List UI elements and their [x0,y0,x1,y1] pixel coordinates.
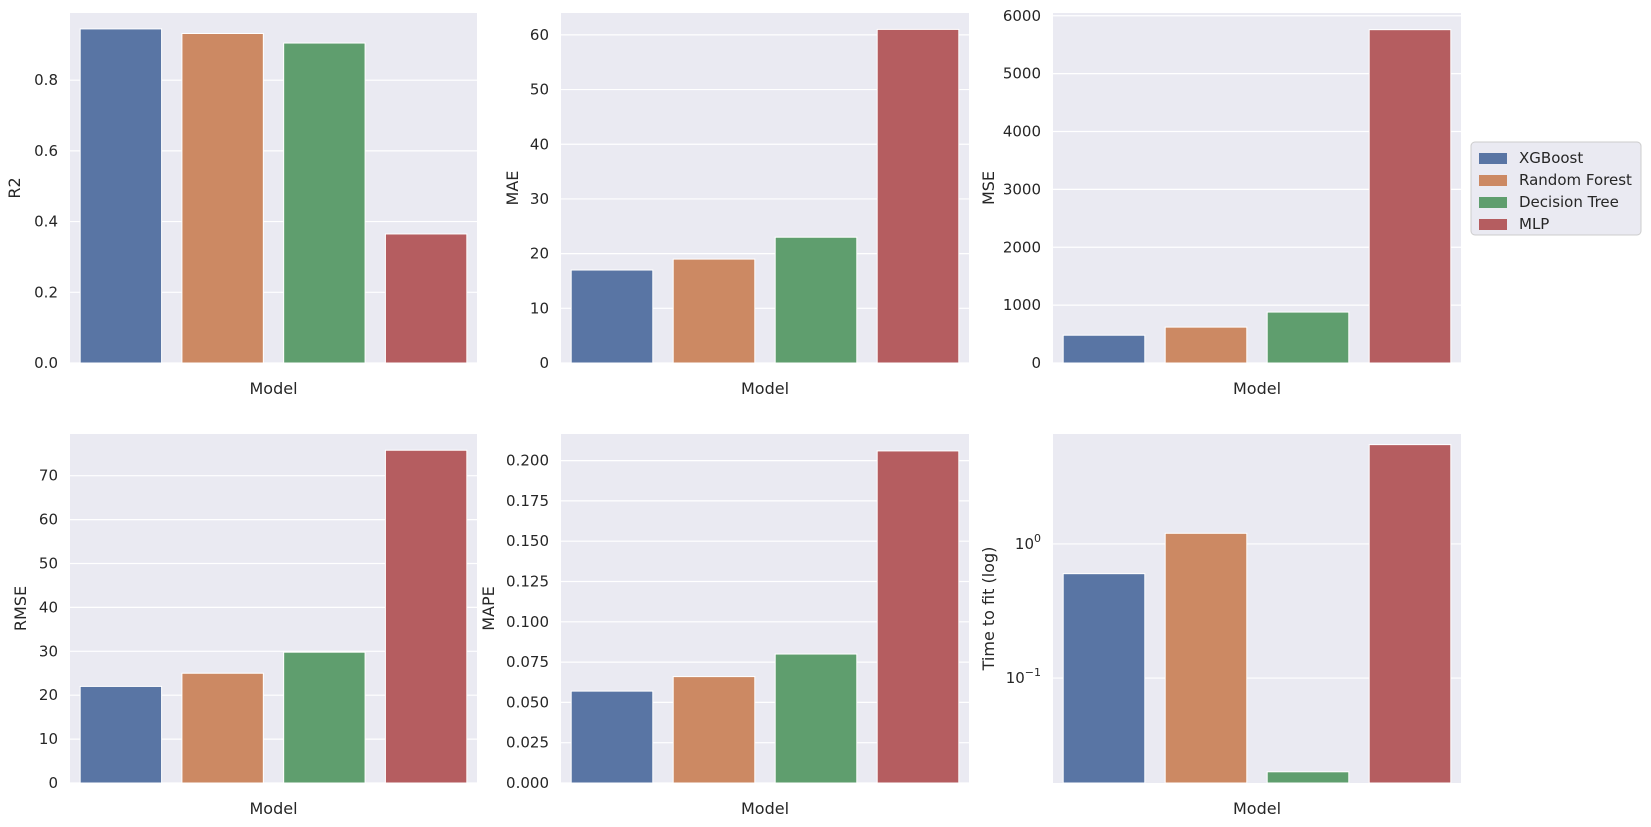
bar-random-forest [1164,532,1248,784]
bar-mlp [876,28,960,364]
y-tick-label: 20 [530,245,549,263]
y-tick-label: 3000 [1003,180,1041,198]
bar-xgboost [79,28,163,364]
bar-decision-tree [774,236,858,364]
y-tick-label: 6000 [1003,7,1041,25]
y-tick-label: 5000 [1003,65,1041,83]
y-tick-label: 0.175 [506,492,549,510]
chart-panel-5: 0.000 0.025 0.050 0.075 0.100 0.125 0.150 0.175… [479,434,969,818]
bar-decision-tree [1266,311,1350,364]
bar-mlp [384,449,468,784]
bar-decision-tree [774,653,858,784]
y-tick-label: 50 [39,555,58,573]
bar-random-forest [181,33,264,364]
chart-panel-1: 0.0 0.2 0.4 0.6 0.8 Model R2 [5,13,477,398]
y-tick-label: 0.200 [506,452,549,470]
y-tick-label: 0.150 [506,532,549,550]
y-tick-label: 0.4 [34,213,58,231]
y-tick-label: 4000 [1003,123,1041,141]
y-tick-label: 0.125 [506,572,549,590]
bar-random-forest [672,258,756,364]
y-tick-label: 0.100 [506,613,549,631]
bar-xgboost [79,685,163,784]
chart-panel-6: 10−1 100 Model Time to fit (log) [979,434,1461,818]
bar-xgboost [570,269,654,364]
chart-panel-4: 0 10 20 30 40 50 60 70 Model RMSE [11,434,477,818]
legend-swatch-xgboost [1479,153,1507,164]
y-tick-label: 0 [539,354,549,372]
y-tick-label: 10−1 [1006,666,1041,687]
bar-xgboost [1062,334,1146,364]
legend-swatch-decision-tree [1479,197,1507,208]
y-axis-label: RMSE [11,586,30,631]
y-tick-label: 0.075 [506,653,549,671]
bar-random-forest [672,676,756,784]
y-axis-label: MAPE [479,586,498,631]
y-tick-label: 0.025 [506,734,549,752]
bar-decision-tree [283,42,366,364]
y-tick-label: 60 [530,26,549,44]
bar-decision-tree [1266,771,1350,784]
y-axis-label: R2 [5,177,24,198]
y-tick-label: 0.050 [506,693,549,711]
y-tick-label: 0.8 [34,71,58,89]
y-axis-label: Time to fit (log) [979,547,998,672]
y-tick-label: 60 [39,511,58,529]
legend: XGBoost Random Forest Decision Tree MLP [1470,141,1642,236]
legend-box [1470,141,1642,236]
x-axis-label: Model [741,799,789,818]
y-axis-label: MSE [979,171,998,205]
y-tick-label: 50 [530,81,549,99]
bar-xgboost [570,690,654,784]
legend-swatch-random-forest [1479,175,1507,186]
y-tick-label: 1000 [1003,296,1041,314]
x-axis-label: Model [249,799,297,818]
y-tick-label: 0.000 [506,774,549,792]
x-axis-label: Model [1233,379,1281,398]
legend-label-decision-tree: Decision Tree [1519,193,1619,211]
bar-mlp [1368,29,1452,364]
bar-decision-tree [283,651,366,784]
x-axis-label: Model [741,379,789,398]
bar-xgboost [1062,573,1146,784]
bar-mlp [1368,444,1452,784]
bar-mlp [384,233,468,364]
bar-mlp [876,450,960,784]
legend-label-xgboost: XGBoost [1519,149,1583,167]
y-tick-label: 0.0 [34,354,58,372]
y-tick-label: 0 [48,774,58,792]
legend-swatch-mlp [1479,219,1507,230]
y-tick-label: 2000 [1003,238,1041,256]
x-axis-label: Model [1233,799,1281,818]
y-tick-label: 30 [530,190,549,208]
y-tick-label: 0 [1031,354,1041,372]
bar-random-forest [1164,326,1248,364]
y-tick-label: 20 [39,686,58,704]
legend-label-random-forest: Random Forest [1519,171,1632,189]
x-axis-label: Model [249,379,297,398]
y-tick-label: 0.2 [34,283,58,301]
y-tick-label: 70 [39,467,58,485]
y-tick-label: 40 [530,135,549,153]
chart-panel-3: 0 1000 2000 3000 4000 5000 6000 Model MSE [979,7,1461,398]
y-tick-label: 0.6 [34,142,58,160]
y-tick-label: 30 [39,642,58,660]
y-tick-label: 100 [1015,532,1041,553]
chart-panel-2: 0 10 20 30 40 50 60 Model MAE [503,13,969,398]
legend-label-mlp: MLP [1519,215,1549,233]
y-tick-label: 40 [39,598,58,616]
bar-random-forest [181,672,264,784]
y-tick-label: 10 [530,299,549,317]
y-axis-label: MAE [503,171,522,206]
y-tick-label: 10 [39,730,58,748]
